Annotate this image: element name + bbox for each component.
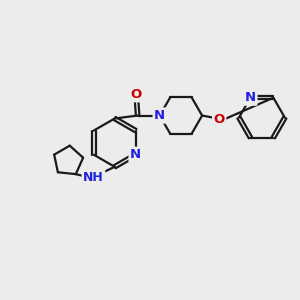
Text: NH: NH	[83, 171, 104, 184]
Text: N: N	[130, 148, 141, 161]
Text: O: O	[214, 113, 225, 127]
Text: N: N	[154, 109, 165, 122]
Text: N: N	[245, 91, 256, 104]
Text: O: O	[130, 88, 142, 101]
